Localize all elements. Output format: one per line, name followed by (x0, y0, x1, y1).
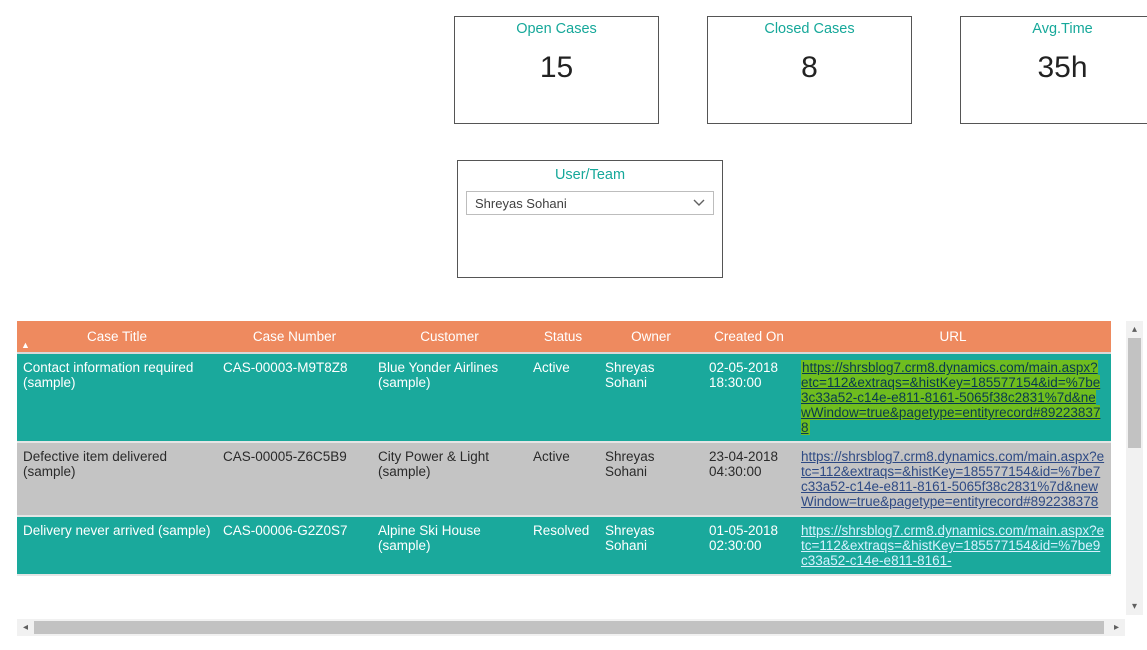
cell-url: https://shrsblog7.crm8.dynamics.com/main… (795, 516, 1111, 575)
kpi-card-avg-time: Avg.Time 35h (960, 16, 1147, 124)
cell-case-number: CAS-00003-M9T8Z8 (217, 353, 372, 442)
column-header-case-title[interactable]: ▲ Case Title (17, 321, 217, 353)
column-header-customer[interactable]: Customer (372, 321, 527, 353)
cell-url: https://shrsblog7.crm8.dynamics.com/main… (795, 442, 1111, 516)
table-row[interactable]: Contact information required (sample)CAS… (17, 353, 1111, 442)
scroll-up-icon[interactable]: ▴ (1126, 321, 1143, 338)
chevron-down-icon (693, 197, 705, 209)
user-team-select[interactable]: Shreyas Sohani (466, 191, 714, 215)
cell-case-number: CAS-00006-G2Z0S7 (217, 516, 372, 575)
cell-customer: City Power & Light (sample) (372, 442, 527, 516)
cell-owner: Shreyas Sohani (599, 353, 703, 442)
column-label: Owner (631, 329, 671, 344)
cell-status: Active (527, 353, 599, 442)
column-label: Case Title (87, 329, 147, 344)
column-header-created-on[interactable]: Created On (703, 321, 795, 353)
scroll-right-icon[interactable]: ▸ (1108, 619, 1125, 636)
select-value: Shreyas Sohani (475, 196, 567, 211)
record-url-link[interactable]: https://shrsblog7.crm8.dynamics.com/main… (801, 523, 1104, 568)
record-url-link[interactable]: https://shrsblog7.crm8.dynamics.com/main… (801, 449, 1104, 509)
cell-created-on: 02-05-2018 18:30:00 (703, 353, 795, 442)
cell-status: Active (527, 442, 599, 516)
kpi-value: 35h (1037, 51, 1087, 85)
cell-case-title: Defective item delivered (sample) (17, 442, 217, 516)
table-row[interactable]: Defective item delivered (sample)CAS-000… (17, 442, 1111, 516)
kpi-value: 15 (540, 51, 573, 85)
kpi-card-open-cases: Open Cases 15 (454, 16, 659, 124)
column-header-status[interactable]: Status (527, 321, 599, 353)
sort-ascending-icon: ▲ (21, 340, 30, 350)
table-body: Contact information required (sample)CAS… (17, 353, 1111, 575)
cell-customer: Blue Yonder Airlines (sample) (372, 353, 527, 442)
column-label: Case Number (253, 329, 336, 344)
vertical-scrollbar[interactable]: ▴ ▾ (1126, 321, 1143, 615)
cell-case-title: Contact information required (sample) (17, 353, 217, 442)
cell-case-number: CAS-00005-Z6C5B9 (217, 442, 372, 516)
table-header-row: ▲ Case Title Case Number Customer Status… (17, 321, 1111, 353)
cell-owner: Shreyas Sohani (599, 516, 703, 575)
column-label: URL (939, 329, 966, 344)
column-label: Status (544, 329, 582, 344)
cell-url: https://shrsblog7.crm8.dynamics.com/main… (795, 353, 1111, 442)
cell-status: Resolved (527, 516, 599, 575)
cell-customer: Alpine Ski House (sample) (372, 516, 527, 575)
horizontal-scrollbar[interactable]: ◂ ▸ (17, 619, 1125, 636)
table-row[interactable]: Delivery never arrived (sample)CAS-00006… (17, 516, 1111, 575)
cell-created-on: 23-04-2018 04:30:00 (703, 442, 795, 516)
kpi-title: Avg.Time (1032, 21, 1092, 37)
cell-owner: Shreyas Sohani (599, 442, 703, 516)
scrollbar-thumb[interactable] (1128, 338, 1141, 448)
cell-created-on: 01-05-2018 02:30:00 (703, 516, 795, 575)
kpi-title: Open Cases (516, 21, 597, 37)
kpi-title: Closed Cases (764, 21, 854, 37)
cases-table-container: ▲ Case Title Case Number Customer Status… (17, 321, 1125, 615)
kpi-card-closed-cases: Closed Cases 8 (707, 16, 912, 124)
scroll-down-icon[interactable]: ▾ (1126, 598, 1143, 615)
scroll-left-icon[interactable]: ◂ (17, 619, 34, 636)
column-label: Created On (714, 329, 784, 344)
record-url-link[interactable]: https://shrsblog7.crm8.dynamics.com/main… (801, 360, 1100, 435)
filter-label: User/Team (466, 167, 714, 183)
kpi-value: 8 (801, 51, 818, 85)
cases-table: ▲ Case Title Case Number Customer Status… (17, 321, 1111, 576)
kpi-cards-row: Open Cases 15 Closed Cases 8 Avg.Time 35… (454, 16, 1147, 124)
column-header-url[interactable]: URL (795, 321, 1111, 353)
filter-card-user-team: User/Team Shreyas Sohani (457, 160, 723, 278)
scrollbar-thumb[interactable] (34, 621, 1104, 634)
column-header-owner[interactable]: Owner (599, 321, 703, 353)
column-header-case-number[interactable]: Case Number (217, 321, 372, 353)
cell-case-title: Delivery never arrived (sample) (17, 516, 217, 575)
column-label: Customer (420, 329, 479, 344)
